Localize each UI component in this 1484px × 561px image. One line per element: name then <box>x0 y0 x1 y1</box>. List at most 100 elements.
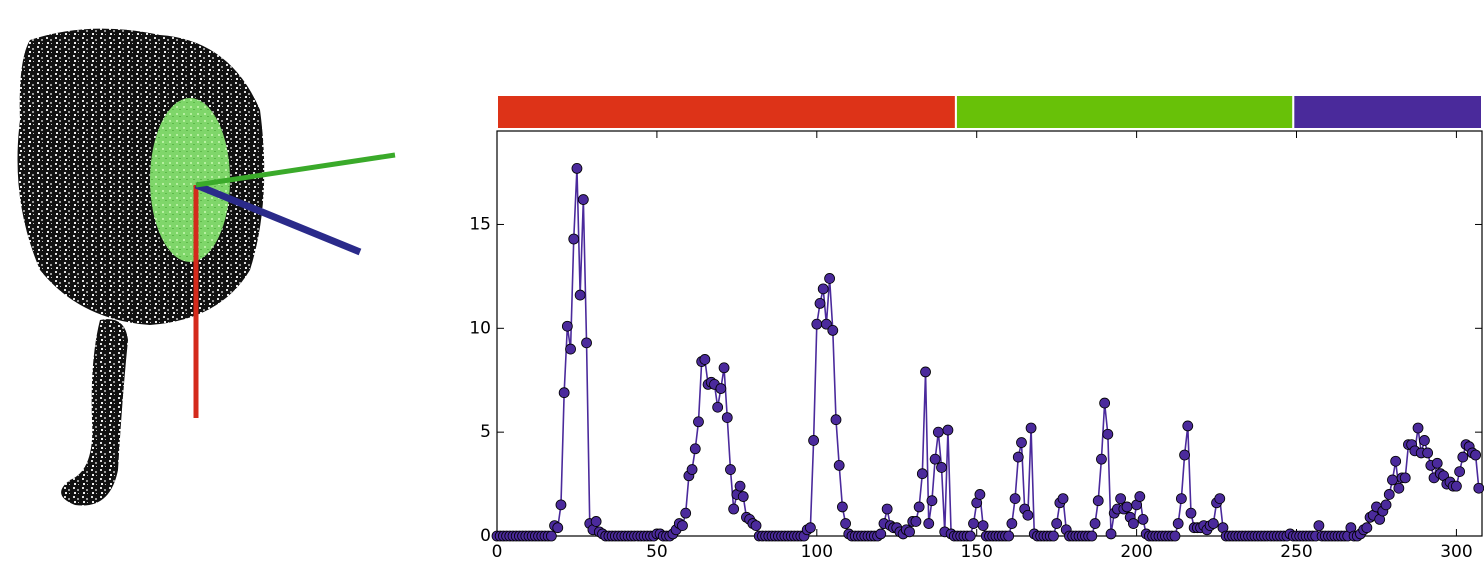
data-point <box>904 526 915 538</box>
data-point <box>1121 501 1133 513</box>
x-tick-label: 50 <box>646 542 668 561</box>
data-point <box>805 522 816 534</box>
data-point <box>1454 466 1466 478</box>
data-point <box>545 530 557 542</box>
data-point <box>808 435 820 446</box>
data-point <box>718 362 730 374</box>
data-point <box>942 424 954 436</box>
data-point <box>728 503 740 515</box>
data-point <box>1025 422 1037 434</box>
data-point <box>881 503 893 515</box>
data-point <box>686 464 698 475</box>
data-point <box>1057 493 1069 505</box>
segment-bar <box>954 94 1295 130</box>
data-point <box>811 318 823 330</box>
data-point <box>1048 530 1059 542</box>
data-point <box>1003 530 1015 542</box>
data-point <box>1387 474 1398 486</box>
data-point <box>817 283 829 295</box>
x-tick-label: 200 <box>1120 542 1152 561</box>
green-axis <box>195 152 396 188</box>
data-point <box>827 324 839 336</box>
y-tick-label: 15 <box>469 214 491 234</box>
data-point <box>1185 507 1197 519</box>
data-point <box>977 520 989 532</box>
data-point <box>910 516 922 527</box>
data-point <box>571 162 583 174</box>
data-point <box>1214 493 1226 505</box>
data-point <box>1016 437 1027 448</box>
green-region <box>150 98 230 262</box>
data-point <box>964 530 976 542</box>
data-point <box>552 522 564 534</box>
data-point <box>1012 451 1024 463</box>
data-point <box>737 491 749 502</box>
data-point <box>824 273 835 284</box>
data-point <box>1412 422 1424 434</box>
data-point <box>555 499 567 511</box>
data-point <box>1380 499 1392 511</box>
data-point <box>923 518 935 529</box>
cloud-stem <box>61 319 128 506</box>
data-point <box>699 354 711 365</box>
y-tick-label: 5 <box>480 422 491 442</box>
x-tick-label: 250 <box>1280 542 1312 561</box>
data-point <box>1134 491 1146 502</box>
data-point <box>680 507 692 519</box>
data-point <box>833 459 845 471</box>
data-point <box>712 401 724 413</box>
data-point <box>558 387 570 399</box>
x-tick-label: 150 <box>960 542 992 561</box>
series-line <box>497 168 1480 537</box>
data-point <box>715 383 727 394</box>
y-tick-label: 0 <box>480 526 491 546</box>
data-point <box>693 416 704 428</box>
data-point <box>1102 428 1114 440</box>
data-point <box>1009 493 1021 505</box>
data-point <box>561 320 573 332</box>
segment-bar <box>1292 94 1483 130</box>
blue-axis <box>194 181 362 256</box>
data-point <box>936 462 947 473</box>
y-tick-label: 10 <box>469 318 491 338</box>
x-tick-label: 0 <box>492 542 503 561</box>
data-point <box>974 489 986 500</box>
x-tick-label: 300 <box>1440 542 1472 561</box>
data-point <box>1128 518 1139 529</box>
data-point <box>840 518 851 529</box>
data-point <box>1422 447 1434 459</box>
point-cloud-image <box>17 28 396 506</box>
data-point <box>1451 480 1462 492</box>
x-tick-label: 100 <box>801 542 833 561</box>
data-point <box>1470 449 1482 461</box>
data-point <box>1006 518 1018 529</box>
data-point <box>836 501 848 513</box>
data-point <box>916 468 928 480</box>
data-point <box>1099 397 1111 409</box>
data-point <box>574 289 586 301</box>
data-point <box>1022 509 1034 521</box>
data-point <box>1137 513 1149 525</box>
data-point <box>1431 457 1443 469</box>
data-point <box>929 453 941 465</box>
data-point <box>590 516 602 527</box>
data-point <box>1419 435 1430 446</box>
data-point <box>1179 449 1190 461</box>
data-point <box>830 414 842 426</box>
data-point <box>725 464 736 475</box>
data-point <box>1096 453 1107 465</box>
data-point <box>750 520 762 532</box>
data-point <box>1390 455 1402 467</box>
data-point <box>1207 518 1219 529</box>
data-point <box>1313 520 1325 532</box>
data-point <box>1383 489 1395 500</box>
data-point <box>1089 518 1101 529</box>
data-point <box>1115 493 1127 505</box>
data-point <box>1473 482 1484 494</box>
data-point <box>1182 420 1194 432</box>
data-point <box>577 194 589 205</box>
data-point <box>926 495 938 507</box>
data-point <box>734 480 746 492</box>
data-point <box>565 343 576 355</box>
